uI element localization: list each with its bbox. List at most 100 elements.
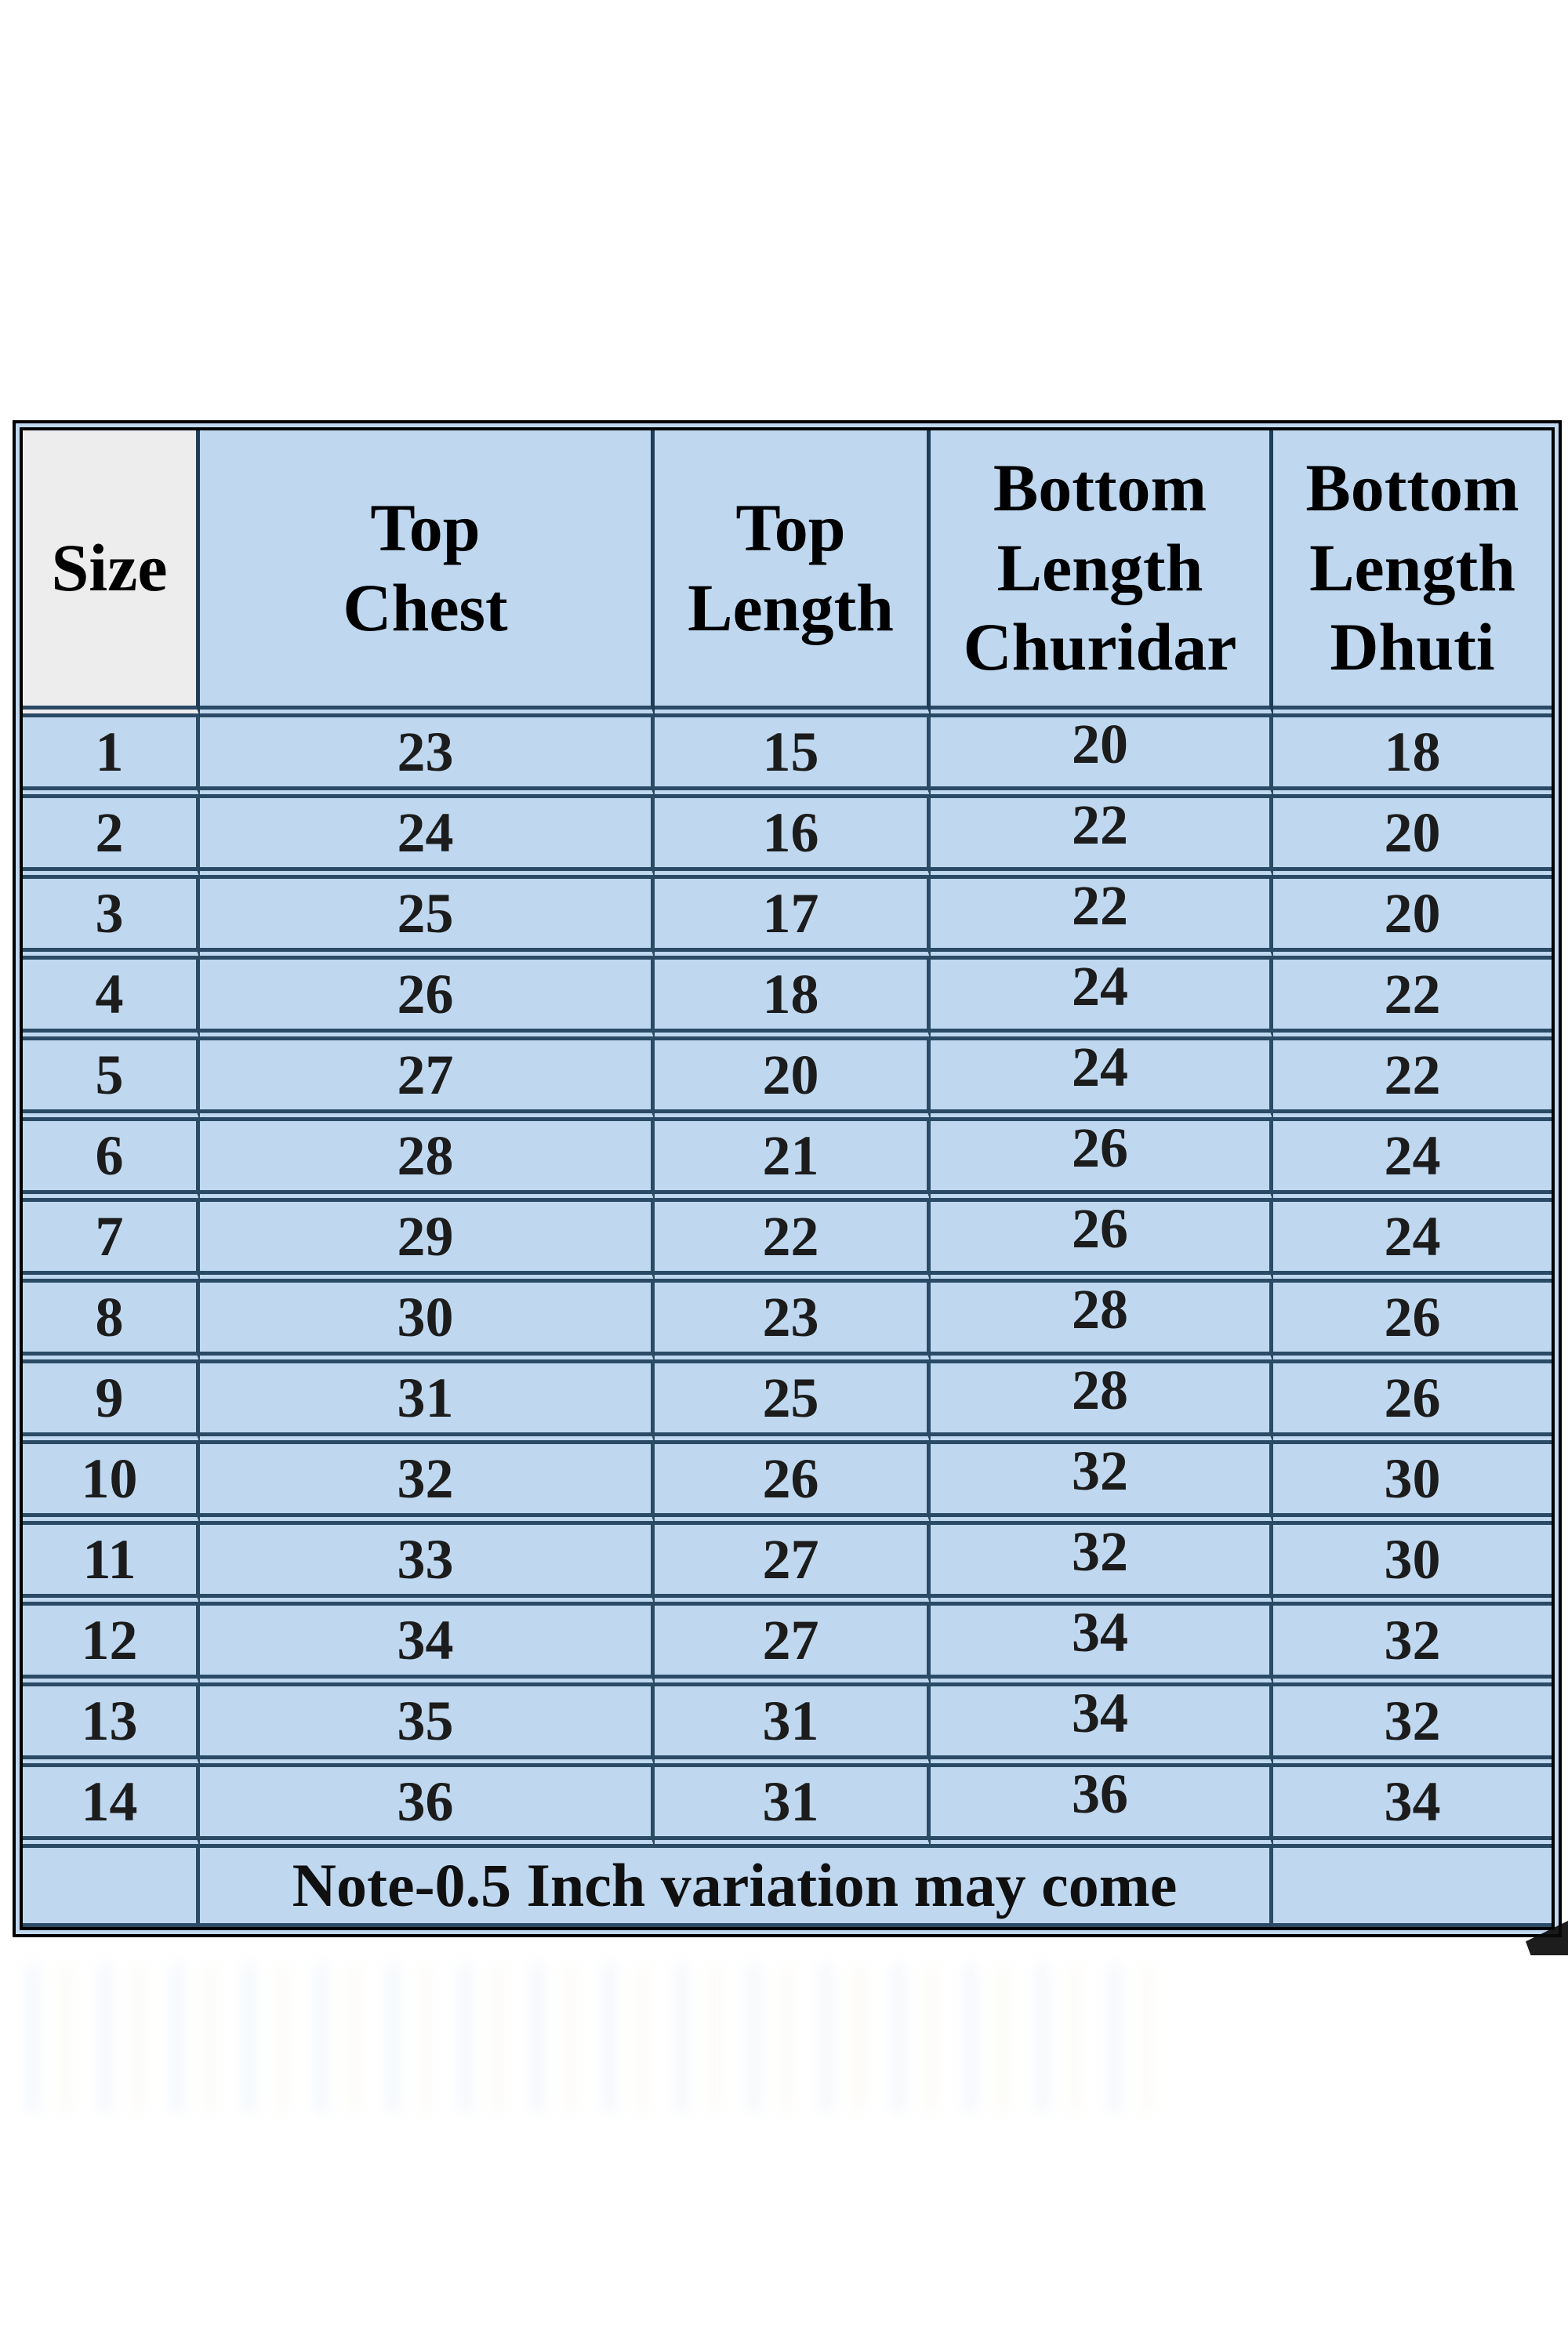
cell-value: 24 xyxy=(1072,1035,1128,1098)
top-chest-cell: 26 xyxy=(200,960,655,1040)
top-chest-cell: 36 xyxy=(200,1767,655,1848)
table-row: 4 26 18 24 22 xyxy=(23,955,1552,1040)
bottom-length-dhuti-cell: 20 xyxy=(1273,798,1552,879)
table-row: 1 23 15 20 18 xyxy=(23,713,1552,798)
size-cell: 14 xyxy=(23,1767,200,1848)
bottom-length-churidar-cell: 22 xyxy=(931,874,1273,960)
top-length-cell: 31 xyxy=(655,1686,931,1767)
top-length-cell: 15 xyxy=(655,717,931,798)
top-chest-cell: 31 xyxy=(200,1363,655,1444)
top-chest-cell: 34 xyxy=(200,1606,655,1686)
cell-value: 24 xyxy=(397,800,454,864)
cell-value: 22 xyxy=(1384,962,1441,1025)
bottom-length-churidar-cell: 24 xyxy=(931,955,1273,1040)
cell-value: 18 xyxy=(762,962,819,1025)
cell-value: 17 xyxy=(762,881,819,945)
cell-value: 14 xyxy=(81,1769,138,1833)
bottom-length-dhuti-cell: 30 xyxy=(1273,1444,1552,1525)
table-row: 11 33 27 32 30 xyxy=(23,1520,1552,1606)
cell-value: 28 xyxy=(1072,1277,1128,1341)
cell-value: 34 xyxy=(1072,1681,1128,1744)
bottom-length-dhuti-cell: 32 xyxy=(1273,1606,1552,1686)
table-row: 7 29 22 26 24 xyxy=(23,1197,1552,1283)
cell-value: 26 xyxy=(397,962,454,1025)
bottom-length-dhuti-cell: 18 xyxy=(1273,717,1552,798)
table-row: 6 28 21 26 24 xyxy=(23,1116,1552,1202)
size-cell: 13 xyxy=(23,1686,200,1767)
bottom-length-churidar-cell: 20 xyxy=(931,713,1273,798)
cell-value: 26 xyxy=(1384,1285,1441,1348)
top-chest-cell: 28 xyxy=(200,1121,655,1202)
table-row: 9 31 25 28 26 xyxy=(23,1359,1552,1444)
cell-value: 30 xyxy=(1384,1446,1441,1510)
cell-value: 26 xyxy=(762,1446,819,1510)
cell-value: 7 xyxy=(95,1204,124,1268)
header-bottom-length-churidar: Bottom Length Churidar xyxy=(931,430,1273,717)
cell-value: 20 xyxy=(1384,800,1441,864)
cell-value: 10 xyxy=(81,1446,138,1510)
cell-value: 16 xyxy=(762,800,819,864)
cell-value: 28 xyxy=(397,1123,454,1187)
cell-value: 28 xyxy=(1072,1358,1128,1421)
table-row: 2 24 16 22 20 xyxy=(23,793,1552,879)
top-length-cell: 23 xyxy=(655,1283,931,1363)
size-cell: 5 xyxy=(23,1040,200,1121)
top-chest-cell: 33 xyxy=(200,1525,655,1606)
cell-value: 36 xyxy=(1072,1762,1128,1825)
table-row: 12 34 27 34 32 xyxy=(23,1601,1552,1686)
bottom-length-churidar-cell: 22 xyxy=(931,793,1273,879)
top-length-cell: 27 xyxy=(655,1525,931,1606)
cell-value: 24 xyxy=(1384,1204,1441,1268)
cell-value: 32 xyxy=(1384,1689,1441,1752)
size-cell: 7 xyxy=(23,1202,200,1283)
top-length-cell: 31 xyxy=(655,1767,931,1848)
cell-value: 23 xyxy=(762,1285,819,1348)
cell-value: 30 xyxy=(1384,1527,1441,1591)
top-chest-cell: 25 xyxy=(200,879,655,960)
size-cell: 1 xyxy=(23,717,200,798)
size-cell: 3 xyxy=(23,879,200,960)
cell-value: 34 xyxy=(1384,1769,1441,1833)
top-length-cell: 20 xyxy=(655,1040,931,1121)
cell-value: 6 xyxy=(95,1123,124,1187)
size-cell: 11 xyxy=(23,1525,200,1606)
cell-value: 31 xyxy=(762,1769,819,1833)
table-row: 10 32 26 32 30 xyxy=(23,1439,1552,1525)
top-length-cell: 22 xyxy=(655,1202,931,1283)
size-chart-table-container: Size Top Chest Top Length Bottom Length … xyxy=(13,420,1562,1937)
cell-value: 34 xyxy=(397,1608,454,1671)
header-bottom-length-dhuti: Bottom Length Dhuti xyxy=(1273,430,1552,717)
size-table-header: Size Top Chest Top Length Bottom Length … xyxy=(23,430,1552,717)
top-length-cell: 26 xyxy=(655,1444,931,1525)
header-top-chest: Top Chest xyxy=(200,430,655,717)
size-cell: 6 xyxy=(23,1121,200,1202)
cell-value: 32 xyxy=(1072,1519,1128,1583)
cell-value: 20 xyxy=(1072,712,1128,775)
bottom-length-churidar-cell: 28 xyxy=(931,1278,1273,1363)
cell-value: 32 xyxy=(397,1446,454,1510)
size-table-body: 1 23 15 20 18 2 24 16 22 20 3 25 17 22 20 4 26 18 24 22 5 27 2… xyxy=(23,713,1552,1848)
top-length-cell: 16 xyxy=(655,798,931,879)
cell-value: 31 xyxy=(397,1366,454,1429)
header-row: Size Top Chest Top Length Bottom Length … xyxy=(23,430,1552,717)
top-length-cell: 18 xyxy=(655,960,931,1040)
cell-value: 27 xyxy=(762,1527,819,1591)
size-cell: 8 xyxy=(23,1283,200,1363)
top-chest-cell: 27 xyxy=(200,1040,655,1121)
bottom-length-dhuti-cell: 20 xyxy=(1273,879,1552,960)
cell-value: 4 xyxy=(95,962,124,1025)
cell-value: 21 xyxy=(762,1123,819,1187)
cell-value: 35 xyxy=(397,1689,454,1752)
cell-value: 8 xyxy=(95,1285,124,1348)
cell-value: 34 xyxy=(1072,1600,1128,1664)
cell-value: 29 xyxy=(397,1204,454,1268)
cell-value: 2 xyxy=(95,800,124,864)
note-row-empty-size-cell xyxy=(23,1848,200,1927)
bottom-length-churidar-cell: 26 xyxy=(931,1197,1273,1283)
table-row: 8 30 23 28 26 xyxy=(23,1278,1552,1363)
bottom-length-dhuti-cell: 22 xyxy=(1273,1040,1552,1121)
top-chest-cell: 29 xyxy=(200,1202,655,1283)
bottom-length-churidar-cell: 28 xyxy=(931,1359,1273,1444)
cell-value: 26 xyxy=(1072,1196,1128,1260)
cell-value: 11 xyxy=(82,1527,136,1591)
